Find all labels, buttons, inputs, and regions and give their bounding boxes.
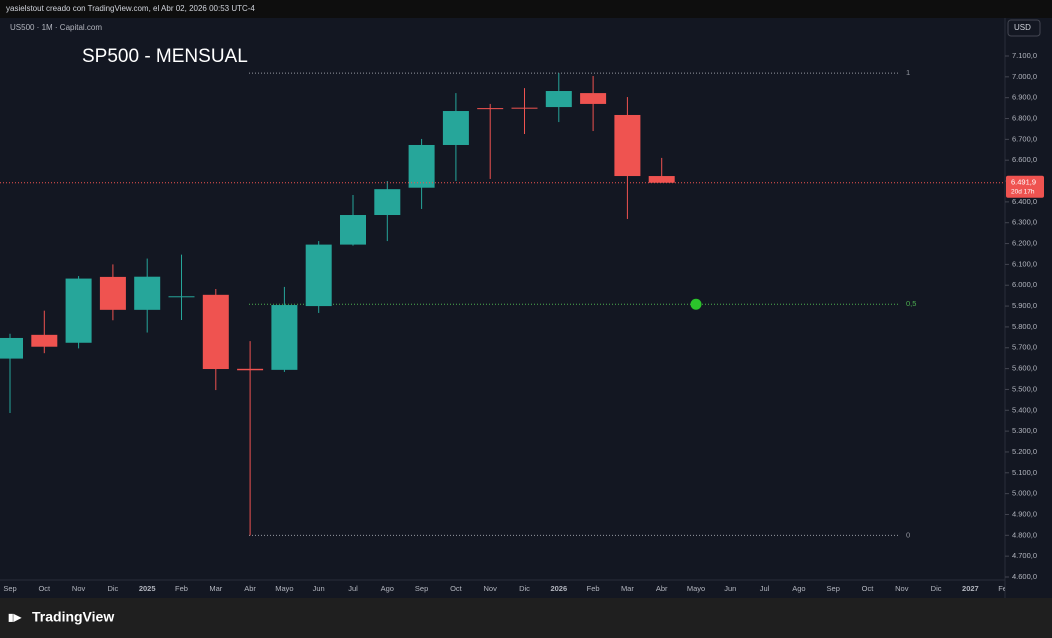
x-tick-label: Feb	[587, 584, 600, 593]
candle-body	[0, 337, 23, 359]
y-tick-label: 7.100,0	[1012, 51, 1037, 60]
y-tick-label: 4.600,0	[1012, 572, 1037, 581]
candle-body	[408, 144, 435, 188]
y-tick-label: 5.400,0	[1012, 405, 1037, 414]
y-tick-label: 5.700,0	[1012, 343, 1037, 352]
logo-mark: ▮▶	[8, 613, 23, 624]
candle-body	[614, 114, 641, 177]
candle-body	[477, 108, 504, 110]
x-tick-label: Oct	[862, 584, 875, 593]
x-tick-label: Sep	[827, 584, 840, 593]
plot: Sep Oct Nov Dic 2025 Feb Mar Abr Mayo Jun Jul Ago Se…	[0, 68, 1011, 593]
candle-body	[134, 276, 161, 310]
fib-label: 0	[906, 530, 910, 539]
currency[interactable]: USD	[1014, 23, 1031, 32]
y-tick-label: 5.900,0	[1012, 301, 1037, 310]
x-tick-label: Mar	[621, 584, 634, 593]
candle-body	[580, 93, 607, 104]
candle-body	[237, 368, 264, 371]
countdown: 20d 17h	[1011, 188, 1035, 195]
x-tick-label: Abr	[244, 584, 256, 593]
x-tick-label: 2026	[550, 584, 567, 593]
x-tick-label: Dic	[931, 584, 942, 593]
fib-label: 1	[906, 68, 910, 77]
y-tick-label: 6.400,0	[1012, 197, 1037, 206]
candle-body	[271, 305, 298, 370]
y-tick-label: 6.000,0	[1012, 280, 1037, 289]
x-tick-label: Feb	[175, 584, 188, 593]
y-tick-label: 6.900,0	[1012, 93, 1037, 102]
candle-body	[168, 296, 195, 298]
candle-body	[374, 189, 401, 216]
y-tick-label: 6.600,0	[1012, 155, 1037, 164]
y-tick-label: 5.300,0	[1012, 426, 1037, 435]
candle-body	[442, 111, 469, 145]
x-tick-label: Mayo	[687, 584, 705, 593]
x-tick-label: Nov	[895, 584, 909, 593]
symbol: US500 · 1M · Capital.com	[10, 23, 102, 32]
y-tick-label: 6.800,0	[1012, 114, 1037, 123]
y-tick-label: 5.800,0	[1012, 322, 1037, 331]
y-tick-label: 5.000,0	[1012, 489, 1037, 498]
y-tick-label: 6.700,0	[1012, 134, 1037, 143]
x-tick-label: 2025	[139, 584, 156, 593]
candle-body	[340, 215, 366, 245]
x-tick-label: Jun	[313, 584, 325, 593]
y-tick-label: 7.000,0	[1012, 72, 1037, 81]
candle-body	[202, 294, 229, 370]
last-price-label: 6.491,9	[1011, 178, 1036, 187]
y-tick-label: 5.600,0	[1012, 364, 1037, 373]
x-tick-label: Feb	[998, 584, 1011, 593]
candle-body	[545, 91, 572, 108]
y-tick-label: 5.500,0	[1012, 384, 1037, 393]
marker	[690, 298, 702, 310]
candle-body	[305, 244, 332, 307]
currency-box[interactable]	[1007, 19, 1041, 37]
x-tick-label: 2027	[962, 584, 979, 593]
x-tick-label: Jul	[760, 584, 770, 593]
x-tick-label: Ago	[381, 584, 394, 593]
candle-body	[511, 107, 538, 109]
x-tick-label: Abr	[656, 584, 668, 593]
last-price-box	[1006, 175, 1044, 198]
y-tick-label: 5.100,0	[1012, 468, 1037, 477]
x-tick-label: Jul	[348, 584, 358, 593]
y-tick-label: 5.200,0	[1012, 447, 1037, 456]
brand: TradingView	[32, 609, 114, 625]
x-tick-label: Dic	[519, 584, 530, 593]
x-tick-label: Sep	[3, 584, 16, 593]
y-tick-label: 4.700,0	[1012, 551, 1037, 560]
x-tick-label: Dic	[107, 584, 118, 593]
x-tick-label: Mar	[209, 584, 222, 593]
y-tick-label: 6.100,0	[1012, 259, 1037, 268]
y-tick-label: 4.900,0	[1012, 509, 1037, 518]
x-tick-label: Ago	[792, 584, 805, 593]
credit: yasielstout creado con TradingView.com, …	[6, 4, 255, 13]
candle-body	[99, 276, 126, 310]
y-tick-label: 6.200,0	[1012, 239, 1037, 248]
candle-body	[65, 278, 92, 343]
plot-background	[0, 18, 1052, 598]
x-tick-label: Oct	[38, 584, 51, 593]
candle-body	[31, 334, 58, 347]
x-tick-label: Mayo	[275, 584, 293, 593]
y-tick-label: 4.800,0	[1012, 530, 1037, 539]
chart-title: SP500 - MENSUAL	[82, 46, 248, 67]
y-tick-label: 6.300,0	[1012, 218, 1037, 227]
top-bar	[0, 0, 1052, 18]
x-tick-label: Oct	[450, 584, 463, 593]
fib-label: 0,5	[906, 299, 916, 308]
x-tick-label: Jun	[724, 584, 736, 593]
x-tick-label: Nov	[72, 584, 86, 593]
x-tick-label: Sep	[415, 584, 428, 593]
candle-body	[648, 176, 675, 183]
x-tick-label: Nov	[484, 584, 498, 593]
footer	[0, 598, 1052, 638]
